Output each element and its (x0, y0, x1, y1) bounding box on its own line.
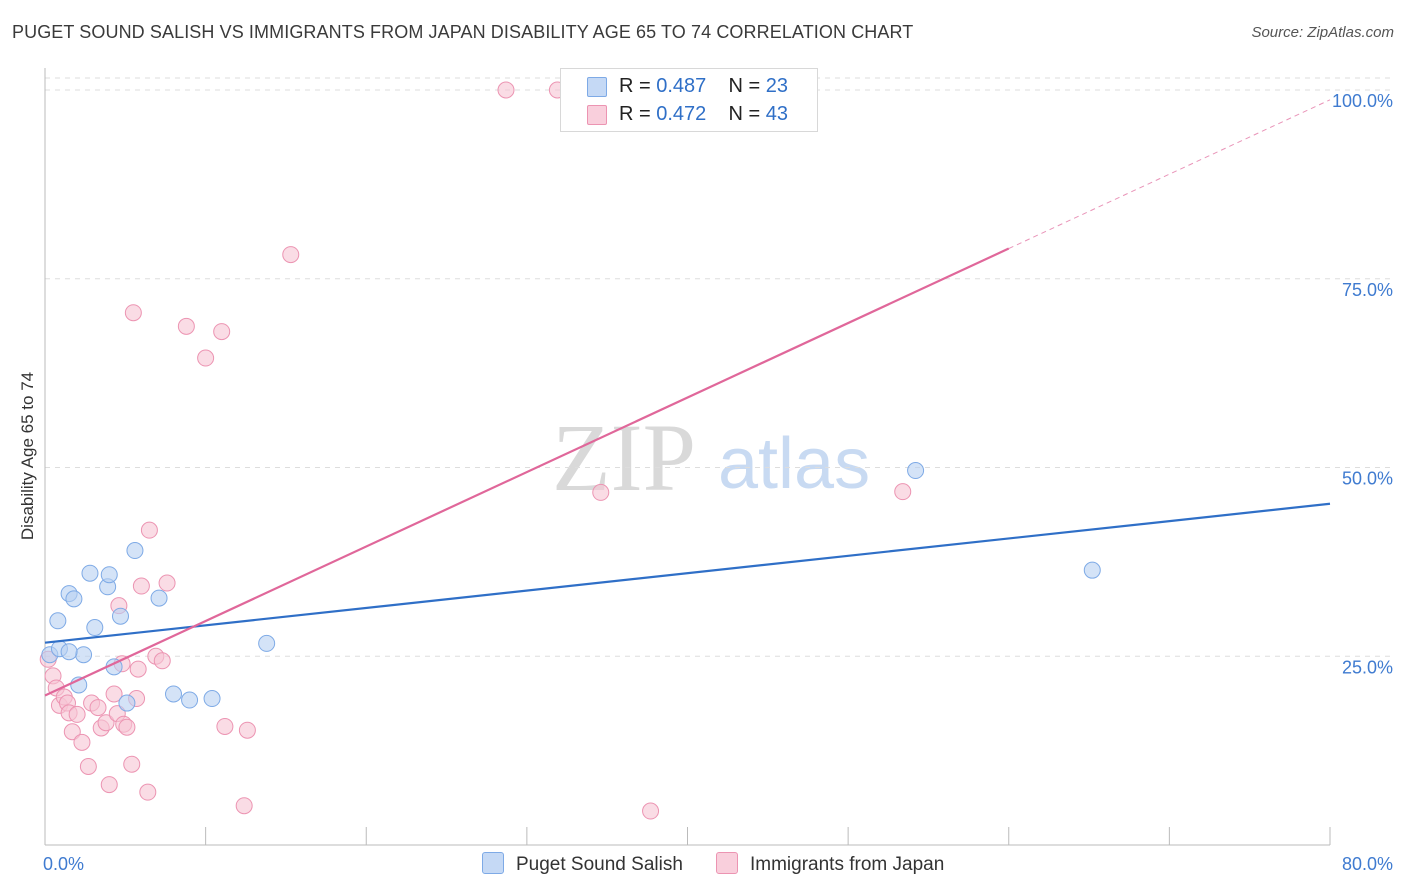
y-tick-label: 100.0% (1332, 91, 1393, 111)
trendline-puget (44, 502, 1331, 644)
point-puget (203, 690, 221, 708)
legend-swatch-pink (587, 105, 607, 125)
point-japan (197, 349, 215, 367)
point-japan (105, 685, 123, 703)
point-japan (894, 483, 912, 501)
source-credit: Source: ZipAtlas.com (1251, 24, 1394, 41)
point-japan (132, 577, 150, 595)
point-puget (49, 612, 67, 630)
point-japan (238, 721, 256, 739)
legend-r-value: 0.472 (656, 103, 707, 125)
point-japan (63, 723, 81, 741)
legend-n-value: 43 (765, 103, 789, 125)
point-puget (75, 646, 93, 664)
bottom-legend-label-japan: Immigrants from Japan (750, 854, 945, 875)
point-japan (118, 718, 136, 736)
chart-title: PUGET SOUND SALISH VS IMMIGRANTS FROM JA… (12, 22, 914, 42)
point-japan (97, 714, 115, 732)
watermark-zip: ZIP (552, 404, 696, 511)
point-japan (153, 652, 171, 670)
point-japan (592, 483, 610, 501)
point-japan (216, 717, 234, 735)
point-japan (497, 81, 515, 99)
point-japan (235, 797, 253, 815)
legend-r-label: R = (619, 103, 651, 125)
point-puget (118, 694, 136, 712)
legend-n-label: N = (728, 103, 761, 125)
correlation-legend: R = 0.487 N = 23 R = 0.472 N = 43 (560, 68, 818, 132)
point-japan (140, 521, 158, 539)
point-japan (73, 733, 91, 751)
point-japan (177, 317, 195, 335)
point-japan (68, 705, 86, 723)
point-puget (165, 685, 182, 703)
point-japan (158, 574, 176, 592)
watermark-atlas: atlas (718, 424, 870, 504)
point-puget (1083, 561, 1101, 579)
y-tick-label: 50.0% (1342, 469, 1393, 489)
point-japan (129, 660, 147, 678)
point-japan (213, 323, 231, 341)
point-puget (100, 566, 118, 584)
point-japan (642, 802, 660, 820)
bottom-legend-swatch-blue (482, 852, 504, 874)
trendline-japan-extension (1008, 99, 1331, 250)
point-puget (181, 691, 199, 709)
point-japan (123, 755, 141, 773)
y-tick-label: 75.0% (1342, 280, 1393, 300)
x-tick-label: 80.0% (1342, 854, 1393, 874)
legend-text-japan: R = 0.472 N = 43 (619, 103, 788, 126)
legend-r-label: R = (619, 75, 651, 97)
point-japan (89, 699, 107, 717)
point-japan (79, 757, 97, 775)
point-puget (86, 619, 104, 637)
legend-swatch-blue (587, 77, 607, 97)
legend-r-value: 0.487 (656, 75, 707, 97)
point-japan (282, 246, 300, 264)
point-puget (60, 643, 78, 661)
point-puget (907, 462, 925, 480)
y-tick-label: 25.0% (1342, 657, 1393, 677)
bottom-legend-puget: Puget Sound Salish (482, 852, 683, 876)
point-japan (124, 304, 142, 322)
point-puget (81, 564, 99, 582)
point-puget (126, 542, 144, 560)
legend-text-puget: R = 0.487 N = 23 (619, 75, 788, 98)
point-puget (65, 590, 83, 608)
point-japan (100, 776, 118, 794)
point-puget (111, 607, 129, 625)
bottom-legend-japan: Immigrants from Japan (716, 852, 944, 876)
x-tick-label: 0.0% (43, 854, 84, 874)
point-puget (258, 634, 276, 652)
bottom-legend-label-puget: Puget Sound Salish (516, 854, 683, 875)
legend-n-label: N = (728, 75, 761, 97)
bottom-legend-swatch-pink (716, 852, 738, 874)
point-puget (150, 589, 168, 607)
point-japan (139, 783, 157, 801)
legend-n-value: 23 (765, 75, 789, 97)
trendline-japan (44, 247, 1010, 697)
